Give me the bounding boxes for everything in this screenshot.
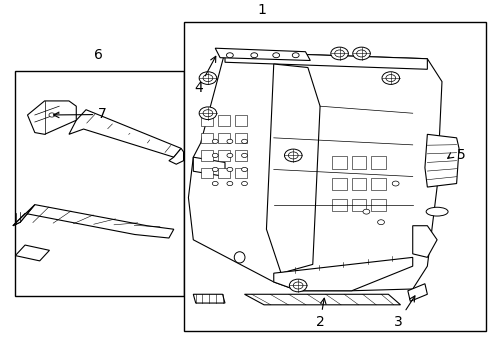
Circle shape <box>226 167 232 172</box>
Bar <box>351 157 366 169</box>
Bar <box>351 177 366 190</box>
Bar <box>234 115 246 126</box>
Polygon shape <box>13 204 35 226</box>
Bar <box>217 115 229 126</box>
Ellipse shape <box>425 207 447 216</box>
Circle shape <box>212 181 218 186</box>
Bar <box>331 199 346 211</box>
Bar <box>351 199 366 211</box>
Circle shape <box>356 50 366 57</box>
Circle shape <box>241 153 247 158</box>
Polygon shape <box>244 294 400 305</box>
Circle shape <box>385 75 395 82</box>
Polygon shape <box>412 226 436 257</box>
Text: 5: 5 <box>456 148 465 162</box>
Circle shape <box>212 153 218 158</box>
Bar <box>200 168 212 178</box>
Polygon shape <box>224 52 427 69</box>
Polygon shape <box>13 204 173 238</box>
Bar <box>217 150 229 161</box>
Circle shape <box>203 75 212 82</box>
Circle shape <box>293 282 303 289</box>
Bar <box>200 150 212 161</box>
Polygon shape <box>15 245 49 261</box>
Ellipse shape <box>234 252 244 263</box>
Bar <box>234 132 246 143</box>
Polygon shape <box>266 64 320 273</box>
Circle shape <box>241 167 247 172</box>
Circle shape <box>330 47 347 60</box>
Circle shape <box>241 139 247 143</box>
Bar <box>370 177 385 190</box>
Circle shape <box>288 152 298 159</box>
Text: 2: 2 <box>315 298 325 329</box>
Circle shape <box>352 47 369 60</box>
Circle shape <box>212 139 218 143</box>
Bar <box>200 115 212 126</box>
Bar <box>200 132 212 143</box>
Bar <box>217 132 229 143</box>
Polygon shape <box>273 257 412 291</box>
Circle shape <box>284 149 302 162</box>
Text: 6: 6 <box>94 48 102 62</box>
Circle shape <box>292 53 299 58</box>
Circle shape <box>289 279 306 292</box>
Text: 3: 3 <box>393 296 414 329</box>
Bar <box>370 157 385 169</box>
Bar <box>234 150 246 161</box>
Circle shape <box>226 53 233 58</box>
Circle shape <box>203 110 212 117</box>
Text: 1: 1 <box>257 3 265 17</box>
Circle shape <box>212 167 218 172</box>
Polygon shape <box>193 157 224 176</box>
Polygon shape <box>407 284 427 301</box>
Text: 4: 4 <box>194 56 215 95</box>
Text: 7: 7 <box>53 108 107 121</box>
Polygon shape <box>193 294 224 303</box>
Circle shape <box>381 72 399 84</box>
Circle shape <box>226 153 232 158</box>
Polygon shape <box>215 48 310 60</box>
Circle shape <box>226 181 232 186</box>
Circle shape <box>377 220 384 225</box>
Polygon shape <box>69 110 181 157</box>
Bar <box>234 168 246 178</box>
Bar <box>370 199 385 211</box>
Circle shape <box>250 53 257 58</box>
Circle shape <box>334 50 344 57</box>
Circle shape <box>241 181 247 186</box>
Circle shape <box>391 181 398 186</box>
Bar <box>183 22 485 331</box>
Circle shape <box>199 72 216 84</box>
Circle shape <box>199 107 216 120</box>
Circle shape <box>49 113 55 117</box>
Circle shape <box>226 139 232 143</box>
Polygon shape <box>188 52 441 291</box>
Circle shape <box>362 209 369 214</box>
Polygon shape <box>168 148 183 164</box>
Bar <box>331 177 346 190</box>
Bar <box>217 168 229 178</box>
Bar <box>331 157 346 169</box>
Polygon shape <box>424 134 458 187</box>
Circle shape <box>272 53 279 58</box>
Bar <box>15 71 183 296</box>
Polygon shape <box>27 101 76 134</box>
